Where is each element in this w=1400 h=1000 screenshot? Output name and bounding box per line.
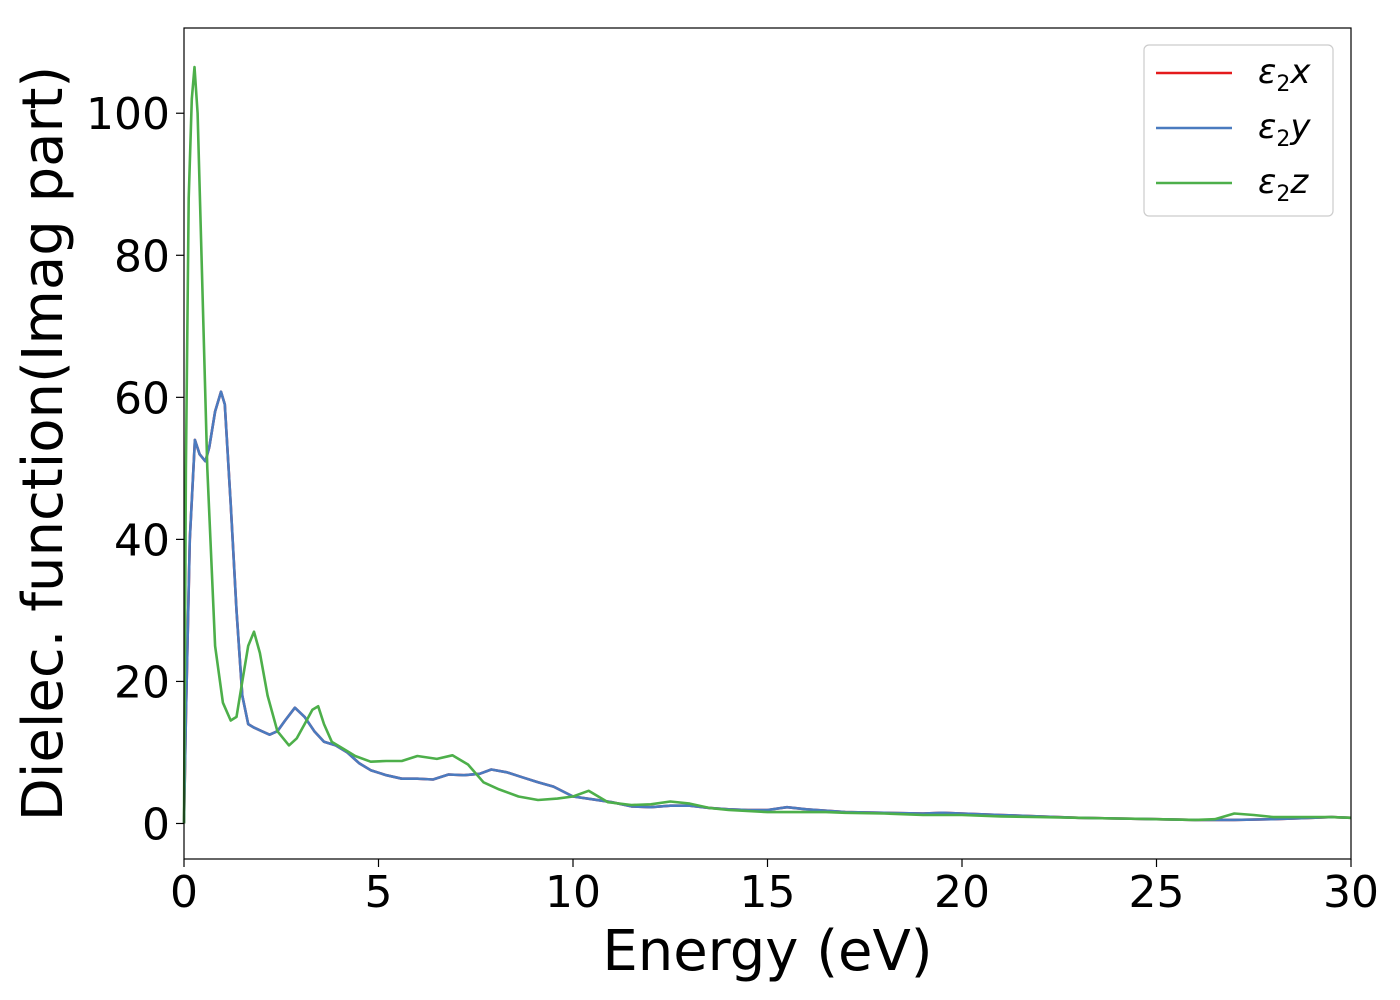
series-line-eps2z (182, 65, 1352, 824)
x-tick-label: 5 (365, 867, 393, 918)
x-tick-label: 30 (1323, 867, 1379, 918)
x-axis-label: Energy (eV) (602, 919, 932, 984)
x-tick-label: 15 (740, 867, 796, 918)
y-tick-label: 60 (114, 373, 170, 424)
y-tick-label: 20 (114, 657, 170, 708)
y-tick-label: 100 (86, 89, 170, 140)
legend-label: ε2z (1258, 162, 1309, 207)
legend-label: ε2y (1258, 107, 1311, 152)
x-axis-ticks: 0 5 10 15 20 25 30 (170, 859, 1379, 918)
x-tick-label: 20 (934, 867, 990, 918)
x-tick-label: 10 (545, 867, 601, 918)
y-tick-label: 40 (114, 515, 170, 566)
y-tick-label: 0 (142, 799, 170, 850)
plot-lines (182, 65, 1352, 824)
legend-frame (1143, 44, 1334, 217)
legend-label: ε2x (1258, 52, 1311, 97)
y-axis-label: Dielec. function(Imag part) (11, 66, 76, 822)
y-tick-label: 80 (114, 231, 170, 282)
y-axis-ticks: 0 20 40 60 80 100 (86, 89, 184, 850)
x-tick-label: 25 (1129, 867, 1185, 918)
series-line-eps2y (182, 390, 1352, 824)
legend: ε2x ε2y ε2z (1143, 44, 1334, 217)
x-tick-label: 0 (170, 867, 198, 918)
